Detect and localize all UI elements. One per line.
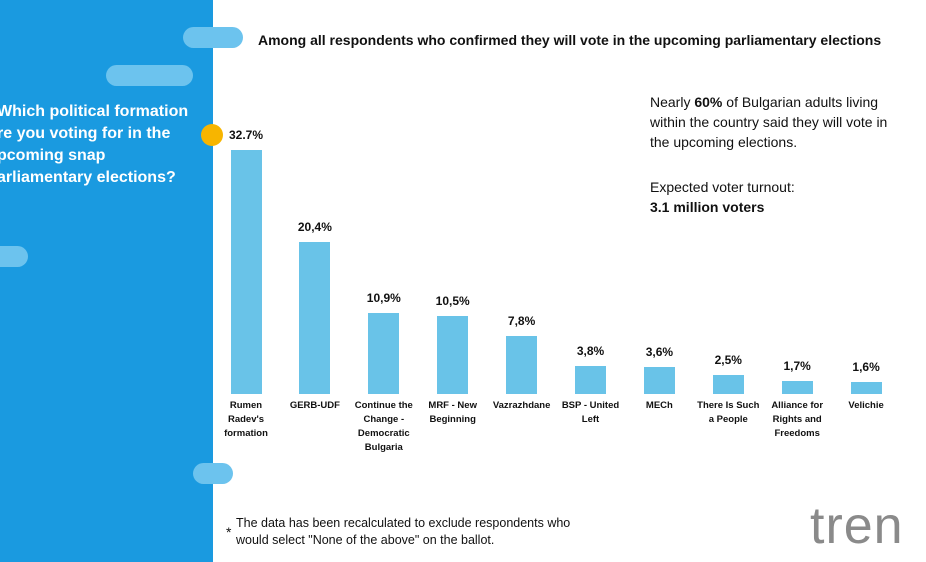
- bar: [850, 382, 882, 394]
- turnout-value: 3.1 million voters: [650, 199, 765, 215]
- side-panel: [0, 0, 213, 562]
- bar: [230, 150, 262, 394]
- decor-pill: [183, 27, 243, 48]
- value-label: 32.7%: [228, 128, 264, 143]
- logo: tren: [810, 497, 904, 555]
- question: Which political formation re you voting f…: [0, 101, 188, 189]
- value-label: 10,9%: [366, 290, 401, 305]
- category-label: MRF - New Beginning: [428, 400, 477, 425]
- annotation-part: Nearly: [650, 94, 695, 110]
- footnote: The data has been recalculated to exclud…: [236, 516, 571, 547]
- category-label: BSP - United Left: [561, 400, 620, 425]
- bar: [506, 335, 538, 394]
- value-label: 3,6%: [645, 345, 674, 360]
- value-label: 3,8%: [576, 343, 605, 358]
- footnote-mark: *: [226, 524, 232, 540]
- bar: [781, 381, 813, 394]
- bar: [575, 365, 606, 394]
- bar: [299, 241, 331, 394]
- value-label: 1,6%: [852, 360, 880, 375]
- decor-dot: [201, 124, 223, 146]
- decor-pill: [193, 463, 233, 484]
- category-label: Continue the Change - Democratic Bulgari…: [354, 400, 413, 453]
- category-label: There Is Such a People: [697, 400, 760, 425]
- annotation-part: 60%: [694, 94, 723, 110]
- value-label: 7,8%: [507, 313, 536, 328]
- question-line: re you voting for in the: [0, 125, 171, 142]
- turnout-label: Expected voter turnout:: [650, 179, 795, 195]
- question-line: Which political formation: [0, 103, 189, 120]
- value-label: 2,5%: [714, 353, 742, 368]
- annotation: Nearly 60% of Bulgarian adults living wi…: [650, 92, 890, 152]
- category-label: GERB-UDF: [289, 400, 340, 411]
- chart-title: Among all respondents who confirmed they…: [258, 32, 882, 48]
- bar: [643, 367, 675, 394]
- category-label: Rumen Radev's formation: [224, 400, 268, 439]
- question-line: arliamentary elections?: [0, 169, 176, 186]
- annotation-part: of Bulgarian adults living within the co…: [650, 94, 888, 150]
- category-label: Velichie: [848, 400, 884, 411]
- category-label: MECh: [645, 400, 673, 411]
- decor-pill: [0, 246, 28, 267]
- value-label: 10,5%: [435, 293, 470, 308]
- bar: [437, 315, 469, 394]
- value-label: 1,7%: [783, 359, 811, 374]
- bar: [712, 375, 744, 394]
- bar: [368, 312, 400, 394]
- question-line: pcoming snap: [0, 147, 106, 164]
- category-label: Alliance for Rights and Freedoms: [771, 400, 824, 439]
- value-label: 20,4%: [297, 219, 332, 234]
- decor-pill: [106, 65, 193, 86]
- category-label: Vazrazhdane: [492, 400, 551, 411]
